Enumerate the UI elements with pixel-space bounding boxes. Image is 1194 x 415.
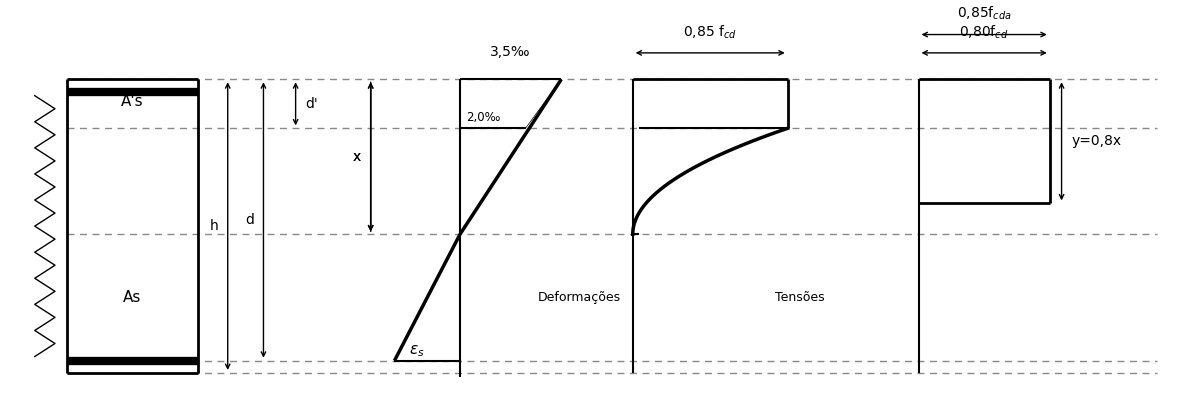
Text: h: h — [209, 219, 219, 233]
Text: x: x — [353, 150, 361, 164]
Text: 0,80f$_{cd}$: 0,80f$_{cd}$ — [960, 23, 1009, 41]
Text: As: As — [123, 290, 142, 305]
Text: 2,0‰: 2,0‰ — [466, 111, 500, 124]
Text: x: x — [353, 150, 361, 164]
Text: d': d' — [306, 97, 318, 111]
Text: Tensões: Tensões — [775, 291, 824, 304]
Text: y=0,8x: y=0,8x — [1071, 134, 1121, 148]
Text: Deformações: Deformações — [537, 291, 621, 304]
Text: 0,85 f$_{cd}$: 0,85 f$_{cd}$ — [683, 23, 737, 41]
Text: d: d — [245, 213, 254, 227]
Text: $\varepsilon_s$: $\varepsilon_s$ — [408, 343, 424, 359]
Text: 0,85f$_{cda}$: 0,85f$_{cda}$ — [956, 5, 1011, 22]
Text: 3,5‰: 3,5‰ — [491, 45, 531, 59]
Text: A's: A's — [121, 94, 143, 109]
